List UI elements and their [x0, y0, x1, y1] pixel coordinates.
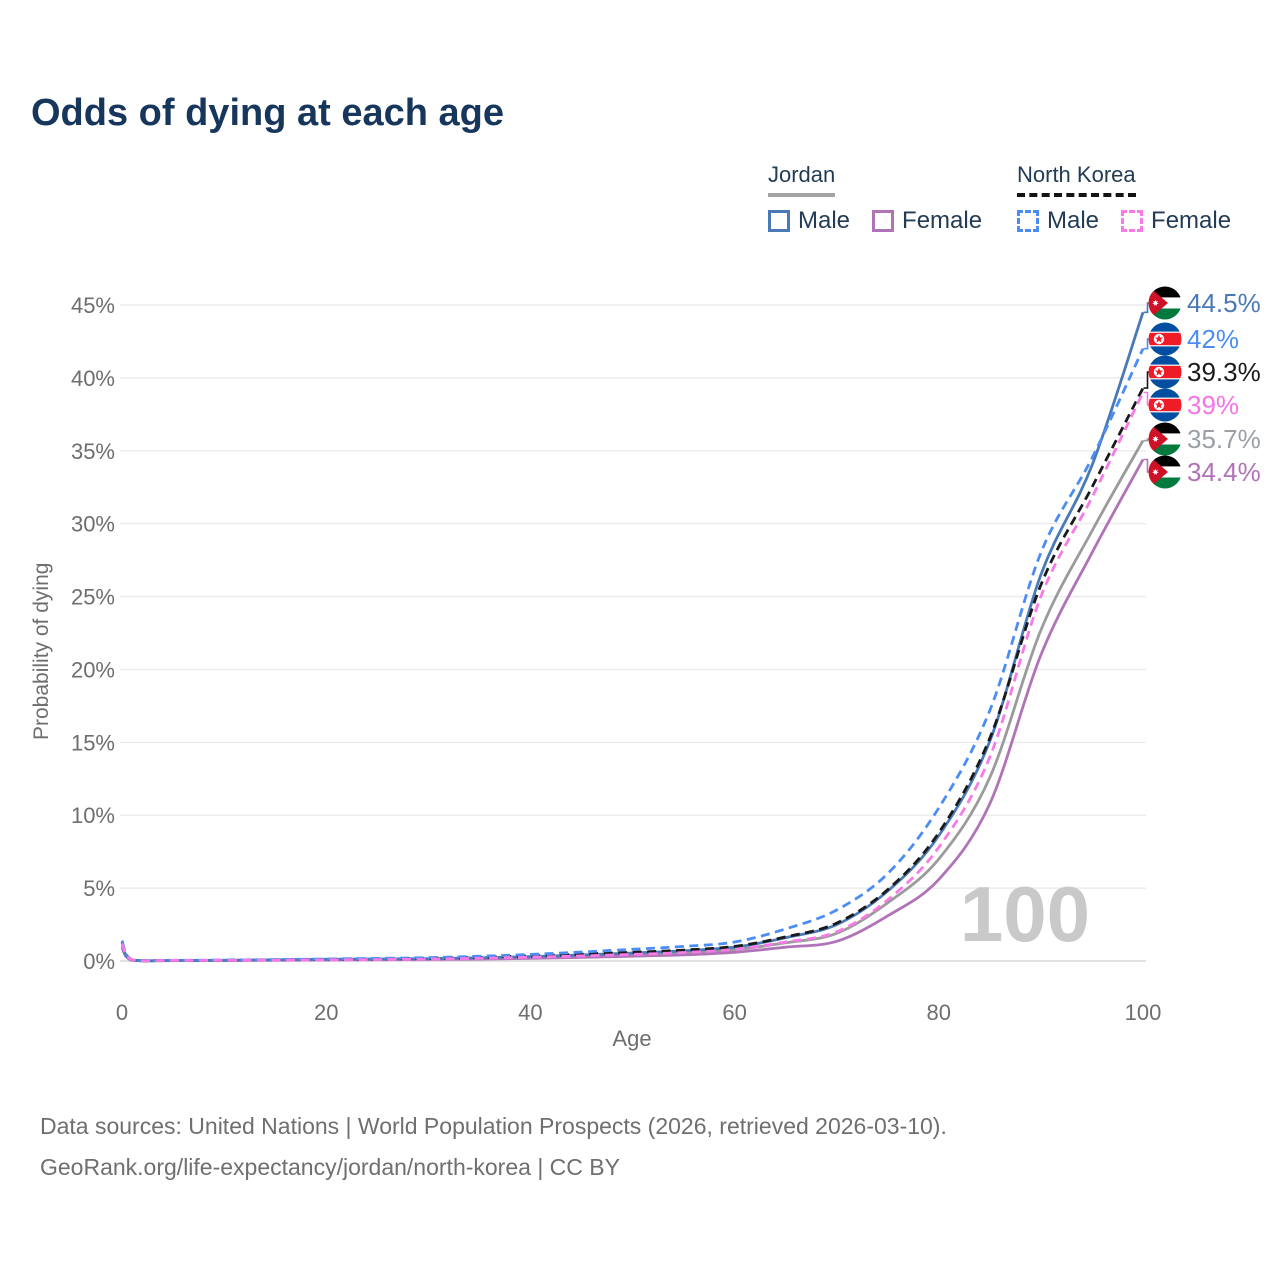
end-value-label: 34.4% — [1187, 457, 1261, 487]
x-tick-label: 40 — [518, 1000, 542, 1025]
jordan-flag-icon — [1148, 286, 1182, 320]
legend-header-jordan[interactable]: Jordan — [768, 162, 836, 197]
end-value-label: 35.7% — [1187, 424, 1261, 454]
north-korea-flag-icon — [1148, 322, 1182, 356]
jordan-female-swatch-icon[interactable] — [872, 210, 895, 232]
source-line-1: Data sources: United Nations | World Pop… — [40, 1113, 947, 1139]
legend-group-north-korea: North Korea Male Female — [1017, 162, 1245, 235]
y-tick-label: 15% — [71, 730, 115, 755]
line-jordan-male[interactable] — [120, 311, 1145, 963]
x-axis-title: Age — [612, 1026, 652, 1051]
end-value-label: 42% — [1187, 324, 1239, 354]
y-tick-label: 40% — [71, 366, 115, 391]
legend-item-north-korea-female[interactable]: Female — [1151, 207, 1232, 234]
y-tick-label: 30% — [71, 512, 115, 537]
page-title: Odds of dying at each age — [31, 92, 504, 134]
north-korea-flag-icon — [1148, 388, 1182, 422]
x-tick-label: 80 — [927, 1000, 951, 1025]
y-tick-label: 5% — [83, 876, 115, 901]
y-tick-label: 20% — [71, 657, 115, 682]
legend-item-jordan-female[interactable]: Female — [902, 207, 983, 234]
end-value-label: 39.3% — [1187, 357, 1261, 387]
legend-item-north-korea-male[interactable]: Male — [1047, 207, 1100, 234]
legend-header-north-korea[interactable]: North Korea — [1017, 162, 1136, 197]
end-value-label: 44.5% — [1187, 288, 1261, 318]
age-watermark: 100 — [960, 870, 1090, 958]
x-tick-label: 60 — [722, 1000, 746, 1025]
x-tick-label: 20 — [314, 1000, 338, 1025]
legend-row-jordan: Male Female — [768, 207, 996, 235]
legend-row-north-korea: Male Female — [1017, 207, 1245, 235]
north-korea-male-swatch-icon[interactable] — [1017, 210, 1039, 232]
source-footer: Data sources: United Nations | World Pop… — [40, 1106, 947, 1188]
y-tick-label: 0% — [83, 949, 115, 974]
y-tick-label: 45% — [71, 293, 115, 318]
north-korea-flag-icon — [1148, 355, 1182, 389]
y-tick-label: 25% — [71, 585, 115, 610]
end-value-label: 39% — [1187, 390, 1239, 420]
north-korea-female-swatch-icon[interactable] — [1121, 210, 1144, 232]
legend-group-jordan: Jordan Male Female — [768, 162, 996, 235]
x-tick-label: 100 — [1125, 1000, 1162, 1025]
source-line-2[interactable]: GeoRank.org/life-expectancy/jordan/north… — [40, 1154, 620, 1180]
y-axis-title: Probability of dying — [30, 562, 53, 740]
line-north-korea-both[interactable] — [120, 387, 1145, 963]
jordan-male-swatch-icon[interactable] — [768, 210, 790, 232]
y-tick-label: 10% — [71, 803, 115, 828]
jordan-flag-icon — [1148, 422, 1182, 456]
y-tick-label: 35% — [71, 439, 115, 464]
jordan-flag-icon — [1148, 455, 1182, 489]
line-north-korea-male[interactable] — [120, 348, 1145, 963]
legend-item-jordan-male[interactable]: Male — [798, 207, 851, 234]
x-tick-label: 0 — [116, 1000, 128, 1025]
